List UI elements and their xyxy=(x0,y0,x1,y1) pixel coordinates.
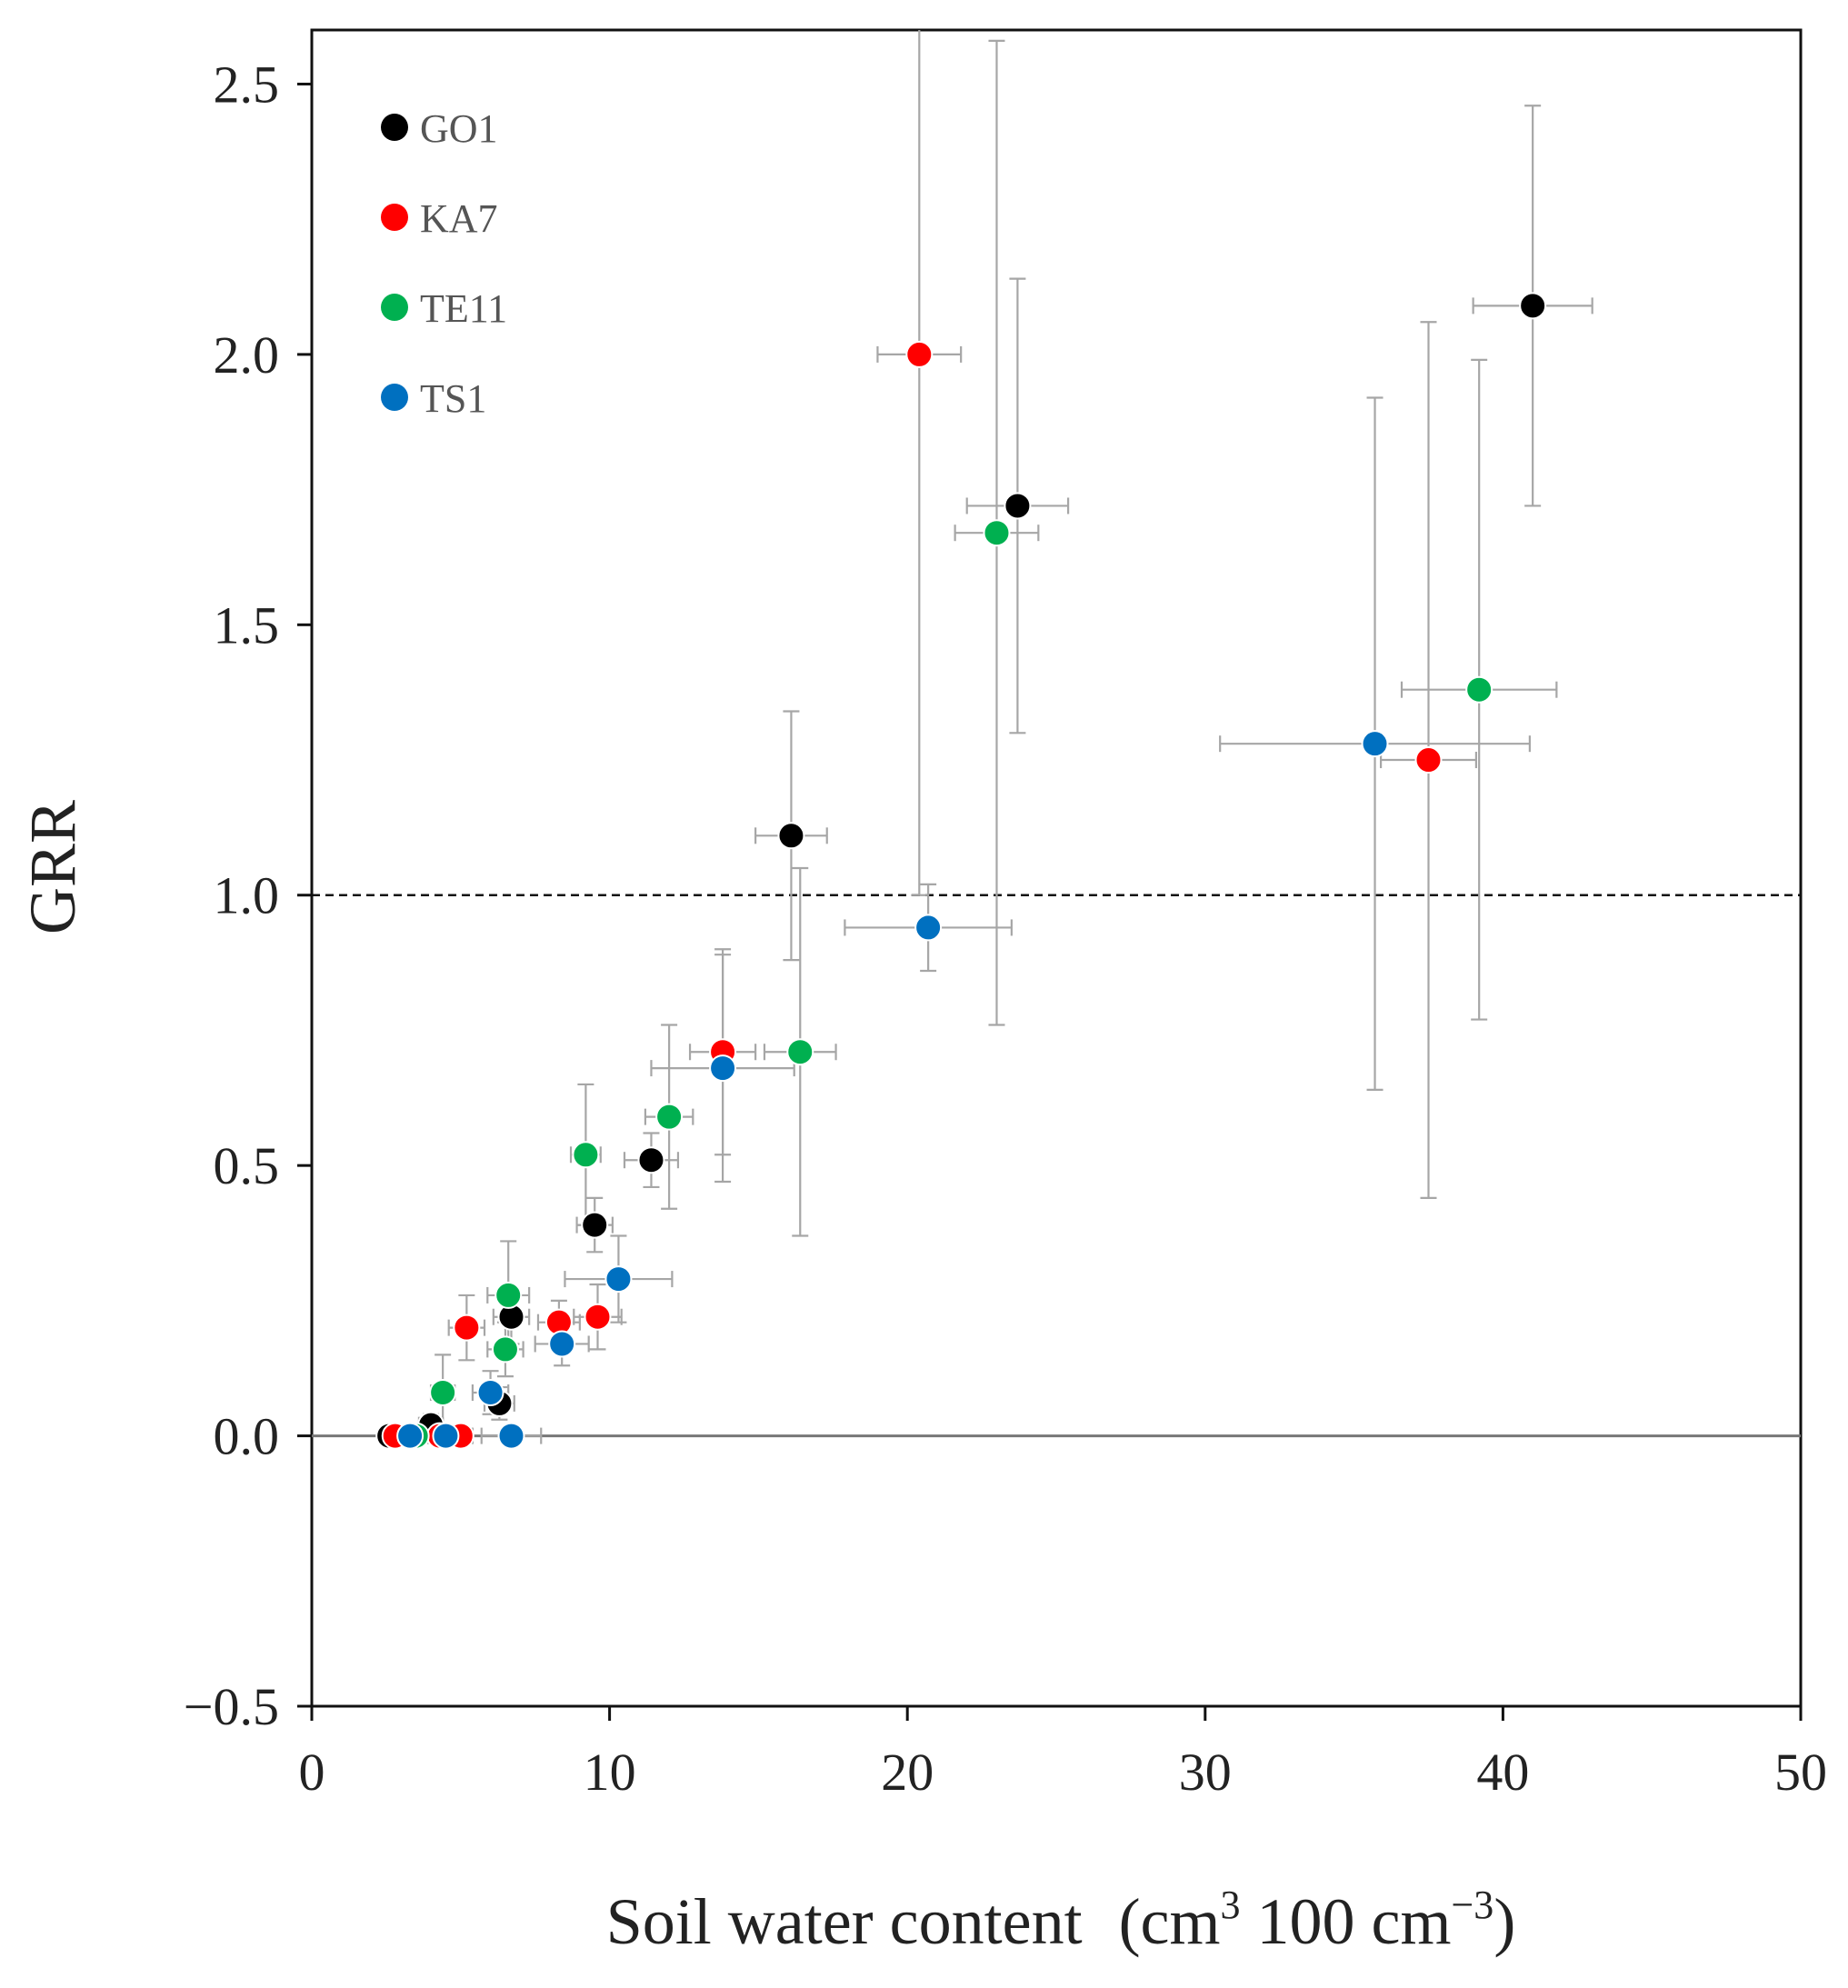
data-point-te11 xyxy=(1465,675,1493,704)
x-axis-unit-open: (cm xyxy=(1119,1885,1221,1958)
y-tick-label: 1.0 xyxy=(214,866,280,925)
data-point-te11 xyxy=(491,1335,519,1364)
reference-lines xyxy=(312,894,1801,1438)
data-point-ka7 xyxy=(584,1303,612,1331)
data-point-te11 xyxy=(786,1038,814,1066)
data-point-ts1 xyxy=(476,1378,504,1406)
legend: GO1 KA7 TE11 TS1 xyxy=(381,106,507,421)
data-point-ts1 xyxy=(396,1422,425,1450)
data-point-ka7 xyxy=(1414,746,1443,774)
legend-label-go1: GO1 xyxy=(420,106,498,151)
plot-border xyxy=(310,28,1803,1708)
y-axis-title: GRR xyxy=(16,800,89,934)
data-point-go1 xyxy=(1004,492,1032,520)
legend-label-ka7: KA7 xyxy=(420,196,498,241)
data-point-ka7 xyxy=(905,340,934,368)
y-tick-label: 2.0 xyxy=(214,325,280,385)
legend-marker-go1 xyxy=(381,114,408,141)
data-point-te11 xyxy=(429,1378,457,1406)
x-axis-unit-sup2: −3 xyxy=(1451,1883,1493,1927)
x-axis: 0 10 20 30 40 50 xyxy=(299,1706,1827,1802)
data-points xyxy=(375,292,1547,1450)
x-axis-title: Soil water content (cm3 100 cm−3) xyxy=(606,1883,1516,1958)
data-point-ts1 xyxy=(432,1422,460,1450)
y-tick-label: 0.0 xyxy=(214,1407,280,1466)
data-point-ts1 xyxy=(709,1054,737,1083)
data-point-ts1 xyxy=(914,914,943,942)
data-point-go1 xyxy=(637,1146,665,1174)
plot-area-frame xyxy=(310,28,1803,1708)
data-point-go1 xyxy=(777,822,805,850)
y-axis: −0.5 0.0 0.5 1.0 1.5 2.0 2.5 xyxy=(184,55,312,1736)
data-point-ts1 xyxy=(1361,730,1389,758)
legend-marker-te11 xyxy=(381,294,408,321)
x-tick-label: 40 xyxy=(1476,1743,1529,1802)
x-tick-label: 20 xyxy=(881,1743,934,1802)
y-tick-label: 1.5 xyxy=(214,595,280,654)
data-point-go1 xyxy=(1519,292,1547,320)
data-point-te11 xyxy=(655,1103,684,1131)
y-tick-label: 0.5 xyxy=(214,1136,280,1195)
legend-label-ts1: TS1 xyxy=(420,376,486,421)
x-axis-unit-close: ) xyxy=(1493,1885,1515,1958)
data-point-ts1 xyxy=(604,1265,633,1294)
data-point-te11 xyxy=(494,1281,523,1309)
legend-marker-ka7 xyxy=(381,204,408,231)
legend-label-te11: TE11 xyxy=(420,286,507,331)
x-axis-unit-mid: 100 cm xyxy=(1241,1885,1452,1958)
data-point-te11 xyxy=(572,1141,600,1169)
legend-marker-ts1 xyxy=(381,384,408,411)
x-axis-title-main: Soil water content xyxy=(606,1885,1083,1958)
data-point-go1 xyxy=(581,1211,609,1239)
y-tick-label: 2.5 xyxy=(214,55,280,114)
x-tick-label: 50 xyxy=(1774,1743,1827,1802)
data-point-ts1 xyxy=(548,1330,576,1358)
x-tick-label: 10 xyxy=(584,1743,636,1802)
data-point-te11 xyxy=(983,519,1011,547)
x-tick-label: 30 xyxy=(1179,1743,1232,1802)
y-tick-label: −0.5 xyxy=(184,1677,279,1736)
data-point-ts1 xyxy=(497,1422,525,1450)
error-bars xyxy=(379,30,1593,1444)
x-tick-label: 0 xyxy=(299,1743,325,1802)
data-point-ka7 xyxy=(453,1314,481,1342)
x-axis-unit-sup1: 3 xyxy=(1221,1883,1241,1927)
